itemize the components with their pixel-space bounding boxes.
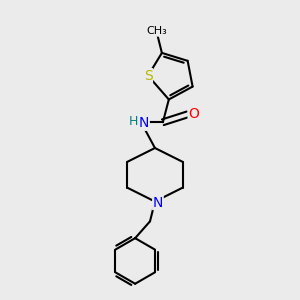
Text: H: H [128, 115, 138, 128]
Text: N: N [139, 116, 149, 130]
Text: N: N [153, 196, 163, 209]
Text: O: O [188, 107, 199, 121]
Text: S: S [144, 69, 152, 83]
Text: CH₃: CH₃ [147, 26, 167, 36]
